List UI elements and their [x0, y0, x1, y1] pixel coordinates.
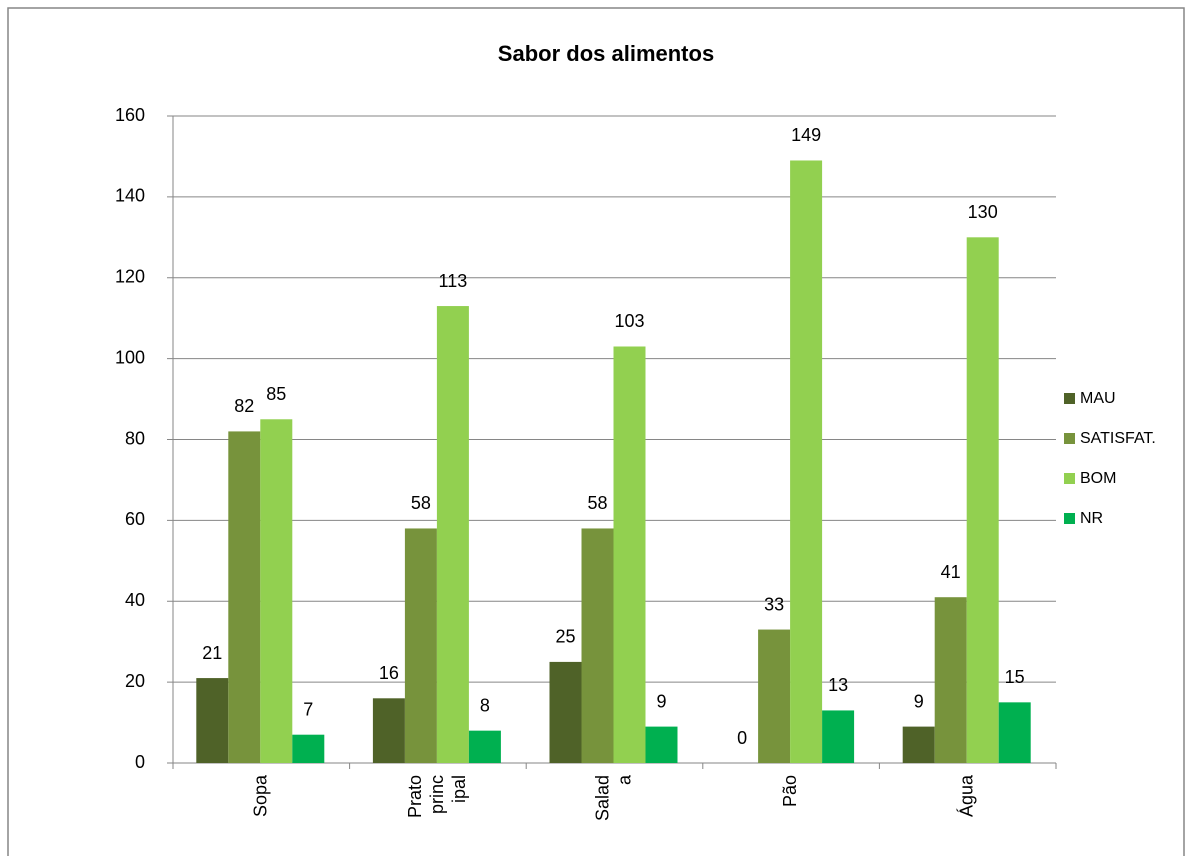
- data-label: 113: [439, 271, 468, 291]
- bar: [581, 528, 614, 763]
- legend-label: NR: [1080, 510, 1103, 527]
- y-tick-label: 160: [115, 105, 145, 125]
- data-label: 16: [379, 663, 399, 683]
- data-label: 7: [303, 699, 313, 719]
- bar: [998, 702, 1031, 763]
- data-label: 33: [764, 594, 784, 614]
- bar: [613, 346, 646, 763]
- bar: [404, 528, 437, 763]
- y-tick-label: 120: [115, 267, 145, 287]
- bar: [260, 419, 293, 763]
- data-label: 149: [791, 125, 821, 145]
- data-label: 21: [202, 643, 222, 663]
- bar: [292, 734, 325, 763]
- bar: [436, 306, 469, 763]
- bar: [468, 730, 501, 763]
- bar: [822, 710, 855, 763]
- bar: [645, 726, 678, 763]
- data-label: 103: [614, 311, 644, 331]
- data-label: 82: [234, 396, 254, 416]
- data-label: 9: [914, 691, 924, 711]
- legend-swatch: [1064, 513, 1075, 524]
- y-tick-label: 60: [125, 509, 145, 529]
- data-label: 130: [968, 202, 998, 222]
- data-label: 13: [828, 675, 848, 695]
- y-tick-label: 100: [115, 347, 145, 367]
- data-label: 8: [480, 695, 490, 715]
- data-label: 9: [656, 691, 666, 711]
- legend-label: SATISFAT.: [1080, 430, 1156, 447]
- bar: [758, 629, 791, 763]
- x-tick-label: Água: [956, 774, 976, 817]
- x-tick-label: Pão: [780, 775, 800, 807]
- data-label: 15: [1005, 667, 1025, 687]
- y-tick-label: 40: [125, 590, 145, 610]
- bar: [902, 726, 935, 763]
- bar: [790, 160, 823, 763]
- x-tick-label: Sopa: [250, 774, 270, 817]
- bar: [549, 661, 582, 763]
- y-tick-label: 140: [115, 186, 145, 206]
- data-label: 58: [411, 493, 431, 513]
- legend-label: BOM: [1080, 470, 1116, 487]
- legend-swatch: [1064, 393, 1075, 404]
- y-tick-label: 20: [125, 671, 145, 691]
- bar: [196, 678, 229, 763]
- legend-swatch: [1064, 433, 1075, 444]
- legend-label: MAU: [1080, 390, 1116, 407]
- data-label: 25: [555, 627, 575, 647]
- legend-swatch: [1064, 473, 1075, 484]
- y-tick-label: 0: [135, 752, 145, 772]
- y-tick-label: 80: [125, 428, 145, 448]
- data-label: 85: [266, 384, 286, 404]
- data-label: 41: [941, 562, 961, 582]
- bar: [372, 698, 405, 763]
- data-label: 58: [587, 493, 607, 513]
- x-tick-label: Prato princ ipal: [405, 775, 469, 818]
- bar: [228, 431, 261, 763]
- chart-title: Sabor dos alimentos: [498, 41, 714, 66]
- bar: [966, 237, 999, 763]
- x-tick-label: Salad a: [592, 774, 634, 821]
- bar: [934, 597, 967, 763]
- data-label: 0: [737, 728, 747, 748]
